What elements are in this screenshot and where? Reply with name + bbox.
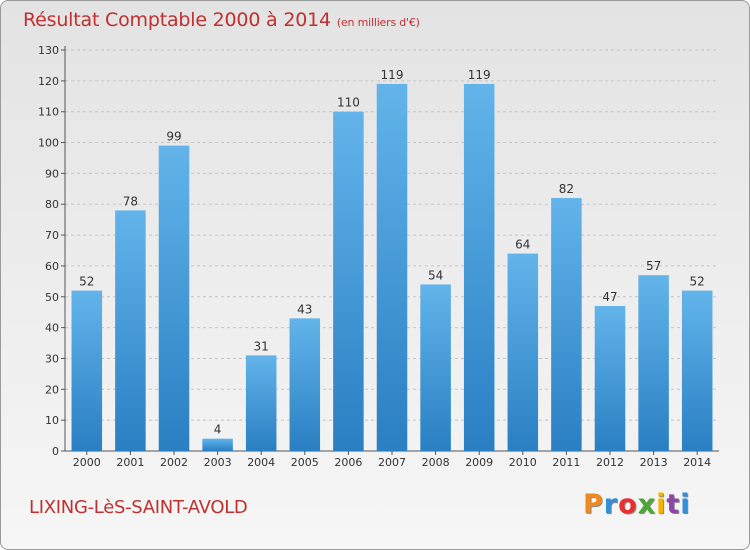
logo-letter: i — [656, 489, 667, 520]
bar — [245, 355, 277, 451]
commune-name: LIXING-LèS-SAINT-AVOLD — [29, 497, 248, 518]
bar — [594, 306, 626, 451]
x-tick-label: 2004 — [247, 456, 275, 469]
data-label: 119 — [468, 68, 491, 82]
proxiti-logo[interactable]: Proxiti — [583, 489, 691, 520]
bar — [681, 290, 713, 451]
x-tick-label: 2000 — [73, 456, 101, 469]
y-tick-label: 120 — [38, 75, 59, 88]
data-label: 31 — [254, 339, 269, 353]
logo-letter: t — [666, 489, 681, 520]
data-label: 99 — [166, 130, 181, 144]
y-tick-label: 40 — [45, 322, 59, 335]
logo-letter: o — [618, 489, 638, 520]
logo-letter: x — [637, 489, 657, 520]
chart-title-text: Résultat Comptable 2000 à 2014 — [23, 9, 331, 31]
bar — [333, 111, 364, 451]
data-label: 43 — [297, 302, 312, 316]
x-tick-label: 2011 — [552, 456, 580, 469]
chart-title: Résultat Comptable 2000 à 2014 (en millie… — [23, 9, 420, 31]
data-label: 57 — [646, 259, 661, 273]
x-tick-label: 2010 — [509, 456, 537, 469]
x-tick-label: 2001 — [116, 456, 144, 469]
bar — [507, 253, 539, 451]
bar — [638, 275, 669, 451]
x-tick-label: 2008 — [422, 456, 450, 469]
x-tick-label: 2014 — [683, 456, 711, 469]
data-label: 4 — [214, 423, 222, 437]
y-tick-label: 30 — [45, 352, 59, 365]
bar — [158, 145, 190, 451]
x-tick-label: 2007 — [378, 456, 406, 469]
data-label: 78 — [123, 194, 138, 208]
x-tick-label: 2013 — [640, 456, 668, 469]
y-tick-label: 0 — [52, 445, 59, 458]
y-tick-label: 110 — [38, 106, 59, 119]
y-tick-label: 10 — [45, 414, 59, 427]
x-tick-label: 2012 — [596, 456, 624, 469]
data-labels: 52 78 99 4 31 43 110 119 54 119 64 82 47 57 52 — [79, 68, 705, 437]
y-tick-label: 20 — [45, 383, 59, 396]
bar — [289, 318, 321, 451]
data-label: 110 — [337, 96, 360, 110]
y-tick-label: 50 — [45, 291, 59, 304]
bar — [71, 290, 103, 451]
bar — [420, 284, 451, 451]
y-tick-label: 60 — [45, 260, 59, 273]
x-tick-label: 2002 — [160, 456, 188, 469]
data-label: 82 — [559, 182, 574, 196]
data-label: 47 — [602, 290, 617, 304]
bar — [115, 210, 146, 451]
y-tick-label: 80 — [45, 198, 59, 211]
x-tick-label: 2003 — [204, 456, 232, 469]
data-label: 119 — [381, 68, 404, 82]
x-tick-label: 2006 — [334, 456, 362, 469]
data-label: 54 — [428, 268, 443, 282]
x-tick-label: 2009 — [465, 456, 493, 469]
bar — [202, 438, 233, 451]
y-tick-label: 90 — [45, 167, 59, 180]
x-tick-label: 2005 — [291, 456, 319, 469]
bar — [551, 198, 582, 451]
chart-subtitle: (en milliers d'€) — [336, 16, 420, 29]
data-label: 52 — [79, 275, 94, 289]
bar — [376, 83, 408, 451]
data-label: 64 — [515, 238, 530, 252]
logo-letter: i — [680, 489, 691, 520]
y-tick-label: 70 — [45, 229, 59, 242]
bar — [463, 83, 495, 451]
bars — [71, 83, 713, 451]
logo-letter: P — [583, 489, 604, 520]
y-tick-label: 100 — [38, 137, 59, 150]
data-label: 52 — [690, 275, 705, 289]
y-tick-label: 130 — [38, 44, 59, 57]
logo-letter: r — [603, 489, 619, 520]
